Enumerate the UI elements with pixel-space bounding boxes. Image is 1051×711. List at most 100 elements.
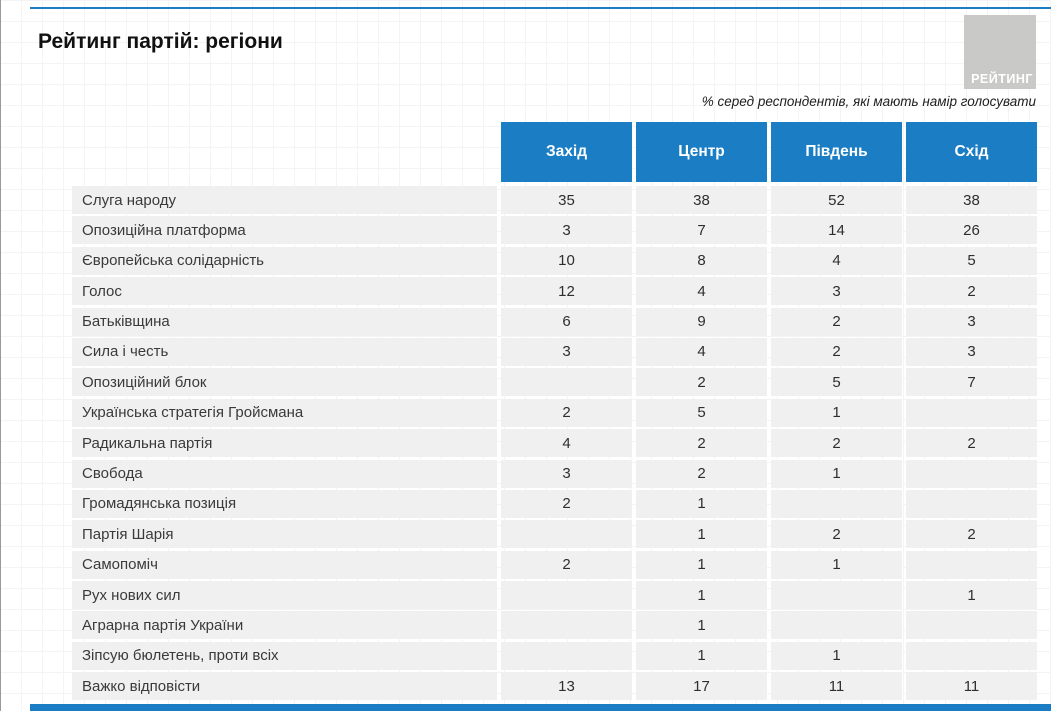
party-rating-table: Захід Центр Південь Схід Слуга народу 35 3… xyxy=(72,122,1037,701)
value-cell: 3 xyxy=(501,216,632,245)
value-cell: 2 xyxy=(771,307,902,336)
table-row: Громадянська позиція 2 1 xyxy=(72,489,1037,518)
value-cell: 4 xyxy=(771,246,902,275)
value-cell: 2 xyxy=(501,398,632,427)
table-header-row: Захід Центр Південь Схід xyxy=(72,122,1037,182)
table-row: Важко відповісти 13 17 11 11 xyxy=(72,672,1037,701)
table-row: Опозиційна платформа 3 7 14 26 xyxy=(72,216,1037,245)
value-cell: 2 xyxy=(771,429,902,458)
value-cell xyxy=(771,611,902,640)
table-row: Українська стратегія Гройсмана 2 5 1 xyxy=(72,398,1037,427)
value-cell: 12 xyxy=(501,277,632,306)
table-row: Голос 12 4 3 2 xyxy=(72,277,1037,306)
value-cell: 5 xyxy=(771,368,902,397)
header-spacer xyxy=(72,122,497,182)
party-label: Самопоміч xyxy=(72,550,497,579)
value-cell: 2 xyxy=(771,337,902,366)
value-cell xyxy=(501,368,632,397)
value-cell xyxy=(906,550,1037,579)
table-row: Самопоміч 2 1 1 xyxy=(72,550,1037,579)
value-cell xyxy=(771,489,902,518)
party-label: Українська стратегія Гройсмана xyxy=(72,398,497,427)
value-cell: 1 xyxy=(906,581,1037,610)
value-cell: 1 xyxy=(636,550,767,579)
value-cell: 1 xyxy=(771,398,902,427)
value-cell xyxy=(906,641,1037,670)
left-edge-line xyxy=(0,0,1,711)
value-cell xyxy=(501,581,632,610)
table-row: Слуга народу 35 38 52 38 xyxy=(72,186,1037,214)
value-cell: 4 xyxy=(636,337,767,366)
value-cell: 2 xyxy=(771,520,902,549)
column-header-pivden: Південь xyxy=(771,122,902,182)
table-row: Аграрна партія України 1 xyxy=(72,611,1037,640)
value-cell: 5 xyxy=(906,246,1037,275)
value-cell: 10 xyxy=(501,246,632,275)
value-cell: 4 xyxy=(501,429,632,458)
party-label: Важко відповісти xyxy=(72,672,497,701)
table-note: % серед респондентів, які мають намір го… xyxy=(701,94,1036,109)
column-header-zakhid: Захід xyxy=(501,122,632,182)
value-cell xyxy=(906,398,1037,427)
party-label: Аграрна партія України xyxy=(72,611,497,640)
value-cell: 6 xyxy=(501,307,632,336)
party-label: Сила і честь xyxy=(72,337,497,366)
value-cell: 2 xyxy=(636,368,767,397)
column-header-skhid: Схід xyxy=(906,122,1037,182)
party-label: Голос xyxy=(72,277,497,306)
value-cell: 26 xyxy=(906,216,1037,245)
bottom-accent-bar xyxy=(30,704,1051,711)
party-label: Слуга народу xyxy=(72,186,497,214)
value-cell: 3 xyxy=(771,277,902,306)
table-row: Свобода 3 2 1 xyxy=(72,459,1037,488)
value-cell xyxy=(906,489,1037,518)
value-cell: 14 xyxy=(771,216,902,245)
party-label: Опозиційний блок xyxy=(72,368,497,397)
value-cell: 3 xyxy=(906,337,1037,366)
top-accent-rule xyxy=(30,7,1051,9)
value-cell xyxy=(906,611,1037,640)
value-cell: 13 xyxy=(501,672,632,701)
party-label: Зіпсую бюлетень, проти всіх xyxy=(72,641,497,670)
value-cell: 3 xyxy=(501,459,632,488)
party-label: Громадянська позиція xyxy=(72,489,497,518)
value-cell: 1 xyxy=(636,641,767,670)
value-cell: 1 xyxy=(636,520,767,549)
value-cell xyxy=(501,520,632,549)
value-cell xyxy=(501,641,632,670)
value-cell: 5 xyxy=(636,398,767,427)
value-cell: 35 xyxy=(501,186,632,214)
table-row: Зіпсую бюлетень, проти всіх 1 1 xyxy=(72,641,1037,670)
value-cell: 2 xyxy=(636,429,767,458)
party-label: Батьківщина xyxy=(72,307,497,336)
table-row: Партія Шарія 1 2 2 xyxy=(72,520,1037,549)
value-cell: 2 xyxy=(906,429,1037,458)
value-cell: 7 xyxy=(906,368,1037,397)
value-cell: 38 xyxy=(636,186,767,214)
rating-logo: РЕЙТИНГ xyxy=(964,15,1036,89)
page-title: Рейтинг партій: регіони xyxy=(38,30,283,53)
table-row: Рух нових сил 1 1 xyxy=(72,581,1037,610)
value-cell: 9 xyxy=(636,307,767,336)
table-row: Радикальна партія 4 2 2 2 xyxy=(72,429,1037,458)
table-row: Опозиційний блок 2 5 7 xyxy=(72,368,1037,397)
value-cell xyxy=(771,581,902,610)
value-cell: 3 xyxy=(906,307,1037,336)
table-row: Батьківщина 6 9 2 3 xyxy=(72,307,1037,336)
value-cell: 2 xyxy=(906,277,1037,306)
value-cell xyxy=(501,611,632,640)
table-row: Європейська солідарність 10 8 4 5 xyxy=(72,246,1037,275)
value-cell: 1 xyxy=(771,550,902,579)
value-cell: 11 xyxy=(771,672,902,701)
column-header-tsentr: Центр xyxy=(636,122,767,182)
value-cell: 4 xyxy=(636,277,767,306)
table-body: Слуга народу 35 38 52 38 Опозиційна платформа… xyxy=(72,186,1037,701)
value-cell: 1 xyxy=(771,641,902,670)
value-cell: 3 xyxy=(501,337,632,366)
party-label: Опозиційна платформа xyxy=(72,216,497,245)
value-cell: 1 xyxy=(771,459,902,488)
value-cell: 7 xyxy=(636,216,767,245)
party-label: Свобода xyxy=(72,459,497,488)
table-row: Сила і честь 3 4 2 3 xyxy=(72,337,1037,366)
value-cell: 2 xyxy=(906,520,1037,549)
